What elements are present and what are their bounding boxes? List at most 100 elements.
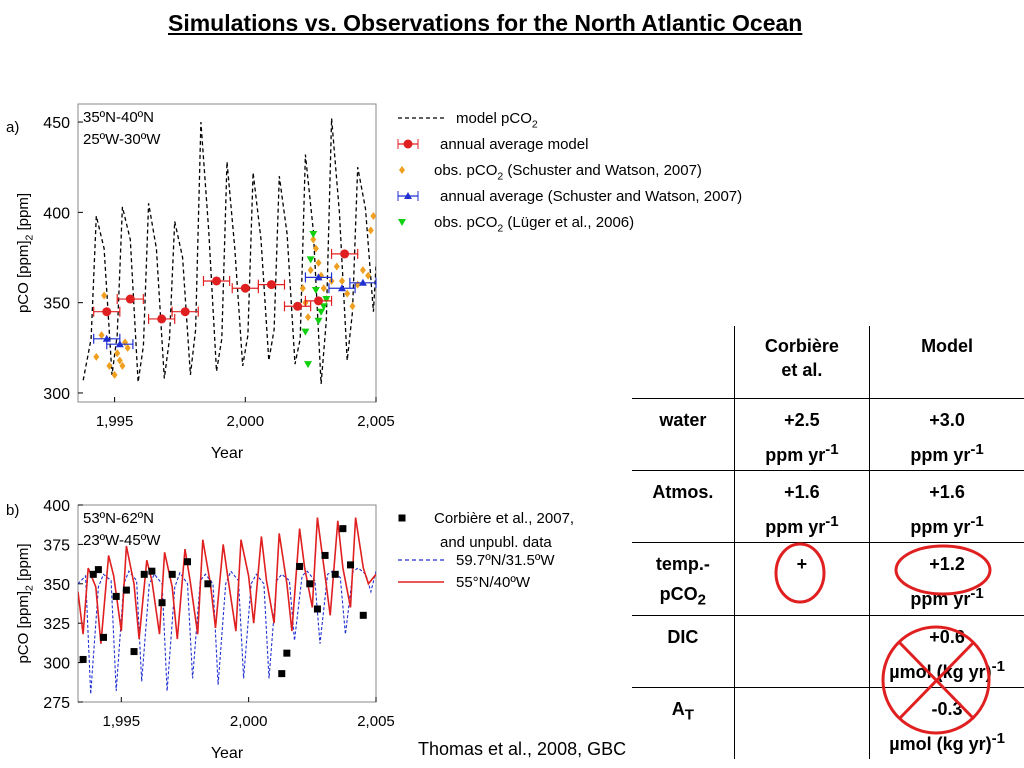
legend-item: Corbière et al., 2007, and unpubl. data xyxy=(398,510,574,551)
legend-label: obs. pCO2 (Lüger et al., 2006) xyxy=(434,214,634,235)
table-row: water +2.5 ppm yr-1 +3.0 ppm yr-1 xyxy=(632,398,1024,471)
corbiere-point xyxy=(158,599,166,607)
corbiere-point xyxy=(347,561,355,569)
annual-model-point xyxy=(313,296,323,306)
y-tick-label: 325 xyxy=(43,616,70,633)
corbiere-point xyxy=(140,570,148,578)
legend-marker xyxy=(399,166,405,174)
obs-schuster-point xyxy=(370,211,377,220)
corbiere-point xyxy=(283,649,291,657)
obs-luger-point xyxy=(301,328,310,336)
legend-label: annual average model xyxy=(440,136,588,153)
comparison-table: Corbière et al. Model water +2.5 ppm yr-1… xyxy=(632,326,1024,760)
y-axis-label: pCO [ppm]2 [ppm] xyxy=(15,193,36,313)
y-tick-label: 450 xyxy=(43,115,70,132)
annual-model-point xyxy=(157,314,167,324)
corbiere-point xyxy=(184,558,192,566)
legend-item: annual average (Schuster and Watson, 200… xyxy=(397,188,742,205)
plot-frame xyxy=(77,504,377,703)
region-latitude: 35ºN-40ºN xyxy=(83,109,154,126)
obs-schuster-point xyxy=(312,244,319,253)
obs-schuster-point xyxy=(119,361,126,370)
corbiere-cell xyxy=(733,687,870,760)
table-header-row: Corbière et al. Model xyxy=(632,326,1024,399)
y-tick-label: 300 xyxy=(43,386,70,403)
obs-schuster-point xyxy=(344,289,351,298)
region-longitude: 23ºW-45ºW xyxy=(83,532,161,549)
obs-schuster-point xyxy=(359,266,366,275)
annual-model-point xyxy=(340,249,350,259)
obs-schuster-point xyxy=(365,271,372,280)
legend-label-line2: and unpubl. data xyxy=(440,534,552,551)
legend-item: 59.7ºN/31.5ºW xyxy=(398,552,555,569)
table-header-corbiere: Corbière et al. xyxy=(733,326,870,399)
obs-schuster-point xyxy=(333,262,340,271)
region-longitude: 25ºW-30ºW xyxy=(83,131,161,148)
annual-model-point xyxy=(102,307,112,317)
legend-item: obs. pCO2 (Schuster and Watson, 2007) xyxy=(399,162,702,183)
legend-label: annual average (Schuster and Watson, 200… xyxy=(440,188,742,205)
model-cell: +0.6 µmol (kg yr)-1 xyxy=(869,615,1024,689)
obs-luger-point xyxy=(311,287,320,295)
model-cell: -0.3 µmol (kg yr)-1 xyxy=(869,687,1024,760)
x-tick-label: 2,000 xyxy=(230,713,268,730)
obs-schuster-point xyxy=(101,291,108,300)
obs-schuster-point xyxy=(114,349,121,358)
legend-label: 59.7ºN/31.5ºW xyxy=(456,552,555,569)
legend-label: 55°N/40ºW xyxy=(456,574,531,591)
x-tick-label: 2,005 xyxy=(357,413,395,430)
legend-item: 55°N/40ºW xyxy=(398,574,531,591)
y-tick-label: 375 xyxy=(43,537,70,554)
annual-model-point xyxy=(240,283,250,293)
x-tick-label: 2,005 xyxy=(357,713,395,730)
obs-schuster-point xyxy=(320,284,327,293)
corbiere-cell: +2.5 ppm yr-1 xyxy=(733,398,870,471)
x-tick-label: 1,995 xyxy=(96,413,134,430)
citation: Thomas et al., 2008, GBC xyxy=(418,739,627,759)
corbiere-point xyxy=(168,570,176,578)
table-row: Atmos. +1.6 ppm yr-1 +1.6 ppm yr-1 xyxy=(632,470,1024,543)
corbiere-point xyxy=(99,633,107,641)
legend-label: model pCO2 xyxy=(456,110,538,131)
corbiere-point xyxy=(79,655,87,663)
panel-label: a) xyxy=(6,119,19,136)
row-label: Atmos. xyxy=(632,470,735,543)
y-tick-label: 350 xyxy=(43,577,70,594)
corbiere-point xyxy=(204,580,212,588)
corbiere-point xyxy=(112,592,120,600)
table-row: temp.- pCO2 + +1.2 ppm yr-1 xyxy=(632,542,1024,617)
obs-luger-point xyxy=(317,308,326,316)
obs-luger-point xyxy=(309,231,318,239)
y-tick-label: 400 xyxy=(43,205,70,222)
obs-schuster-point xyxy=(349,302,356,311)
legend-marker xyxy=(398,219,406,226)
annual-model-point xyxy=(212,276,222,286)
legend-item: model pCO2 xyxy=(398,110,538,131)
corbiere-cell: +1.6 ppm yr-1 xyxy=(733,470,870,543)
x-tick-label: 1,995 xyxy=(103,713,141,730)
south-55n-solid-line xyxy=(78,517,376,644)
corbiere-point xyxy=(94,566,102,574)
table-row: DIC +0.6 µmol (kg yr)-1 xyxy=(632,615,1024,689)
corbiere-point xyxy=(331,570,339,578)
corbiere-point xyxy=(359,611,367,619)
x-axis-label: Year xyxy=(211,445,244,462)
x-axis-label: Year xyxy=(211,745,244,762)
obs-schuster-point xyxy=(98,331,105,340)
annual-schuster-point xyxy=(358,278,367,286)
obs-schuster-point xyxy=(305,313,312,322)
obs-luger-point xyxy=(304,361,313,369)
obs-schuster-point xyxy=(299,284,306,293)
table-header-model: Model xyxy=(869,326,1024,399)
obs-schuster-point xyxy=(106,361,113,370)
legend-marker xyxy=(403,139,413,149)
legend-item: annual average model xyxy=(397,136,588,153)
panel-label: b) xyxy=(6,502,19,519)
corbiere-cell xyxy=(733,615,870,689)
obs-schuster-point xyxy=(315,258,322,267)
annual-model-point xyxy=(125,294,135,304)
obs-schuster-point xyxy=(116,356,123,365)
page-title: Simulations vs. Observations for the Nor… xyxy=(168,10,803,36)
corbiere-point xyxy=(306,580,314,588)
annual-model-point xyxy=(180,307,190,317)
